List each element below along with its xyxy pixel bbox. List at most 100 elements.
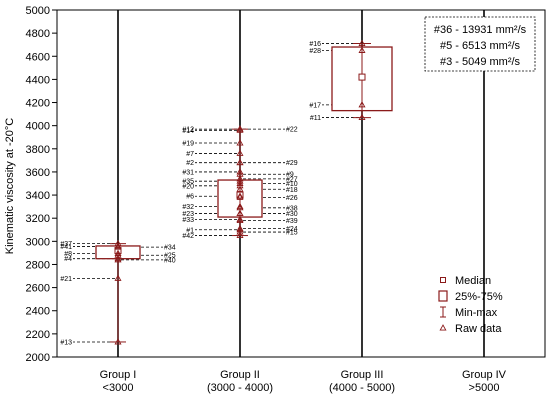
y-tick-label: 2800 [26,259,50,271]
raw-data-point [236,192,244,199]
y-tick-label: 3000 [26,236,50,248]
outlier-annotation: #36 - 13931 mm²/s #5 - 6513 mm²/s #3 - 504… [424,16,536,72]
y-tick-label: 4800 [26,28,50,40]
raw-data-point [358,100,366,108]
data-point-label: #9 [286,172,294,179]
y-axis-title: Kinematic viscosity at -20°C [4,118,16,254]
y-tick-label: 2000 [26,352,50,364]
data-point-label: #27 [286,176,298,183]
data-point-label: #14 [182,128,194,135]
annotation-line: #36 - 13931 mm²/s [434,24,527,36]
data-point-label: #34 [164,245,176,252]
data-point-label: #20 [182,183,194,190]
annotation-line: #3 - 5049 mm²/s [440,56,521,68]
data-point-label: #7 [186,151,194,158]
raw-data-point [236,228,244,235]
data-point-label: #35 [182,179,194,186]
raw-data-point [236,231,244,239]
y-tick-label: 4600 [26,51,50,63]
data-point-label: #31 [182,169,194,176]
raw-data-point [114,239,122,247]
data-point-label: #10 [286,181,298,188]
x-category-sublabel: (3000 - 4000) [207,382,273,394]
legend-symbol-triangle [439,324,447,331]
data-point-label: #16 [309,41,321,48]
legend-label: Median [455,275,491,287]
y-tick-label: 4400 [26,74,50,86]
x-category-label: Group I [100,369,137,381]
legend: Median 25%-75% Min-max Raw data [438,275,503,335]
boxes [95,39,393,345]
raw-data-point [236,139,244,146]
x-category-label: Group III [341,369,384,381]
raw-data-point [114,254,122,262]
data-point-label: #37 [60,241,72,248]
x-category-sublabel: (4000 - 5000) [329,382,395,394]
y-tick-label: 2600 [26,283,50,295]
plot-border [56,9,546,358]
raw-data-point [236,168,244,175]
data-point-label: #38 [286,205,298,212]
raw-data-point [358,39,366,47]
y-tick-label: 3400 [26,190,50,202]
raw-data-point [236,202,244,210]
median-marker [358,73,366,81]
data-point-label: #42 [182,233,194,240]
raw-data-point [236,209,244,217]
data-point-label: #6 [186,194,194,201]
annotation-line: #5 - 6513 mm²/s [440,40,521,52]
raw-data-point [236,158,244,166]
y-tick-label: 5000 [26,5,50,17]
data-labels: #37#41#8#4 #21 #13 #34#25#40 #12#14 #19 #7 #2 #3… [60,41,321,346]
data-point-label: #2 [186,160,194,167]
data-point-label: #12 [182,127,194,134]
raw-data-point [358,46,366,53]
data-point-label: #24 [286,226,298,233]
raw-data-point [236,185,244,192]
raw-data-point [236,215,244,222]
legend-symbol-box [438,290,448,302]
legend-label: Min-max [455,307,498,319]
data-point-label: #1 [186,227,194,234]
data-point-label: #32 [182,204,194,211]
y-tick-label: 2400 [26,306,50,318]
y-tick-label: 3600 [26,167,50,179]
data-point-label: #22 [286,127,298,134]
data-point-label: #8 [64,251,72,258]
data-point-label: #29 [286,160,298,167]
raw-data-point [358,113,366,121]
y-tick-label: 4200 [26,98,50,110]
data-point-label: #41 [60,244,72,251]
x-category-sublabel: >5000 [469,382,500,394]
annotation-box [424,16,536,72]
raw-data-point [236,224,244,232]
raw-data-point [114,338,122,345]
x-category-label: Group II [220,369,260,381]
raw-data-point [236,126,244,133]
raw-data-point [114,243,122,250]
data-point-label: #19 [182,141,194,148]
raw-data-point [236,149,244,156]
data-point-label: #39 [286,218,298,225]
raw-data-point [114,255,122,263]
data-point-label: #26 [286,195,298,202]
y-tick-label: 4000 [26,121,50,133]
data-label-leaders [73,43,359,343]
x-category-label: Group IV [462,369,507,381]
data-point-label: #28 [309,48,321,55]
legend-symbol-median [440,277,446,283]
data-point-label: #17 [309,102,321,109]
legend-label: 25%-75% [455,291,503,303]
data-point-label: #4 [64,256,72,263]
x-axis-category-labels: Group I<3000 Group II(3000 - 4000) Group I… [100,369,507,394]
legend-label: Raw data [455,323,502,335]
data-point-label: #23 [182,211,194,218]
raw-data-point [236,193,244,200]
raw-data-point [236,216,244,223]
raw-data-point [236,125,244,132]
y-tick-label: 3800 [26,144,50,156]
y-axis: 2000 2200 2400 2600 2800 3000 3200 3400 3600 3800… [26,5,57,364]
data-point-label: #11 [310,115,321,122]
raw-data-point [114,274,122,281]
